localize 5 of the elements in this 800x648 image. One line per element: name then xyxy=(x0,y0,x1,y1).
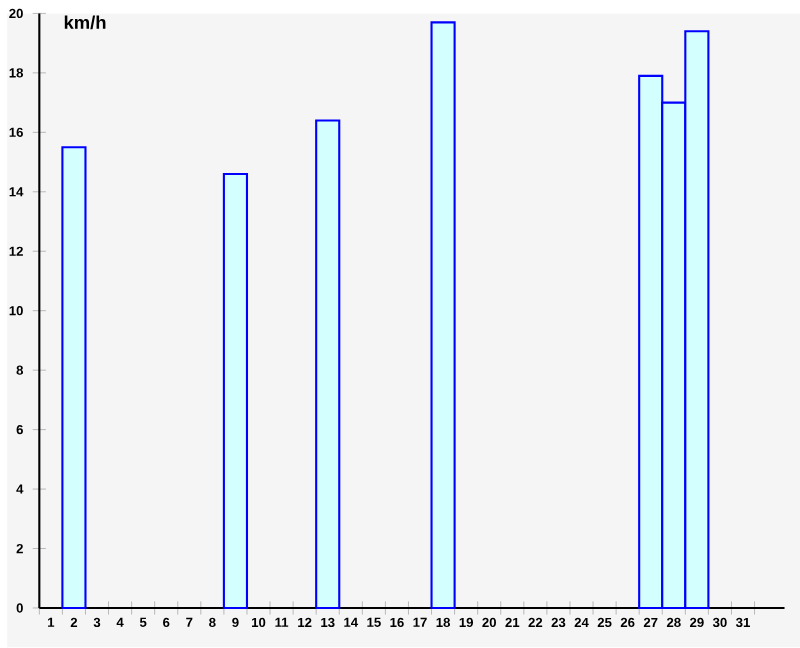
bar xyxy=(61,146,87,610)
bar xyxy=(430,21,456,610)
bar xyxy=(315,119,341,610)
y-axis-title: km/h xyxy=(64,15,106,30)
bar xyxy=(222,173,249,610)
